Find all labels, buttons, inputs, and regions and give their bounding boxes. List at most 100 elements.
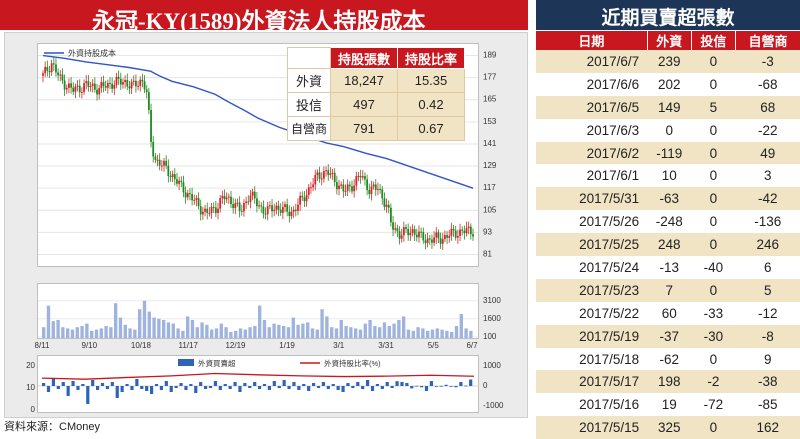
candle-body (420, 231, 423, 233)
candle-body (135, 80, 137, 87)
volume-bar (85, 323, 89, 338)
candle-body (240, 210, 243, 212)
candle-body (232, 204, 235, 209)
candle-body (299, 195, 302, 205)
trade-cell-date: 2017/5/22 (536, 301, 648, 325)
candle-body (340, 184, 343, 186)
candle-body (169, 176, 172, 178)
net-bar (341, 386, 345, 392)
trade-cell-dealer: -136 (735, 210, 800, 234)
candle-body (152, 141, 155, 157)
net-bar (390, 386, 394, 388)
volume-bar (214, 328, 219, 338)
candle-body (456, 236, 459, 238)
candle-body (234, 203, 237, 209)
net-bar (366, 380, 370, 386)
trade-cell-date: 2017/5/18 (536, 347, 648, 371)
candle-body (342, 184, 345, 192)
candle-body (355, 176, 358, 186)
volume-bar (435, 328, 439, 338)
candle-body (206, 208, 209, 214)
candle-body (377, 189, 379, 191)
trade-cell-trust: 0 (691, 210, 736, 234)
net-bar (91, 380, 95, 386)
net-bar (51, 378, 56, 386)
candle-body (180, 180, 183, 183)
trade-row: 2017/5/25 248 0 246 (536, 233, 800, 257)
volume-bar (176, 328, 180, 338)
holdings-row: 自營商 791 0.67 (287, 116, 465, 141)
candle-body (137, 85, 139, 87)
net-bar (454, 386, 458, 388)
volume-bar (147, 311, 151, 338)
trade-cell-foreign: 149 (647, 95, 692, 119)
price-tick-label: 177 (483, 73, 497, 82)
candle-body (236, 202, 239, 204)
net-bar (449, 386, 453, 387)
volume-bar (315, 329, 319, 338)
candle-body (191, 194, 193, 201)
net-bar (110, 382, 114, 386)
candle-body (351, 186, 353, 192)
volume-bar (142, 300, 147, 338)
candle-body (435, 232, 438, 238)
net-bar (469, 379, 473, 386)
holdings-ratio: 0.67 (397, 116, 465, 141)
net-bar (238, 386, 242, 392)
volume-bar (42, 327, 46, 338)
net-bar (66, 386, 70, 396)
volume-bar (368, 320, 372, 338)
net-bar (258, 386, 262, 389)
date-tick-label: 10/18 (131, 341, 152, 350)
net-bar (464, 385, 468, 387)
candle-body (158, 159, 161, 166)
net-bar (316, 386, 321, 388)
candle-body (139, 79, 142, 86)
candle-body (156, 159, 159, 161)
candle-body (197, 198, 200, 207)
candle-body (268, 205, 271, 207)
candle-body (284, 204, 286, 207)
candle-body (407, 228, 410, 236)
candle-body (124, 80, 127, 83)
trade-cell-trust: -40 (691, 256, 736, 279)
candle-body (431, 239, 433, 243)
trade-cell-trust: -30 (691, 324, 736, 348)
candle-body (381, 189, 384, 199)
trade-cell-date: 2017/5/26 (536, 210, 648, 234)
candle-body (424, 240, 427, 243)
holdings-label: 投信 (287, 92, 331, 117)
net-bar (459, 382, 463, 386)
candle-body (463, 230, 466, 234)
holdings-shares: 791 (330, 116, 398, 141)
candle-body (314, 175, 317, 185)
date-tick-label: 6/7 (466, 341, 478, 350)
candle-body (128, 86, 131, 89)
candle-body (165, 160, 168, 166)
volume-bar (152, 317, 156, 338)
source-note: 資料來源：CMoney (4, 421, 100, 433)
candle-body (258, 205, 260, 207)
net-bar (424, 386, 429, 391)
trade-header-date: 日期 (536, 31, 648, 50)
holdings-row: 外資 18,247 15.35 (287, 68, 465, 93)
net-bar (415, 385, 419, 387)
volume-bar (190, 320, 195, 338)
trade-row: 2017/5/18 -62 0 9 (536, 347, 800, 371)
candle-body (472, 234, 474, 237)
candle-body (147, 92, 150, 111)
volume-bar (272, 323, 276, 338)
volume-bar (411, 330, 415, 338)
candle-body (320, 178, 323, 180)
volume-bar (195, 327, 199, 338)
candle-body (290, 211, 293, 217)
candle-body (307, 187, 310, 195)
volume-bar (382, 322, 387, 338)
candle-body (411, 229, 414, 233)
candle-body (63, 80, 66, 90)
candle-body (199, 206, 202, 215)
candle-body (98, 88, 101, 95)
candle-body (387, 204, 390, 208)
trade-cell-trust: 0 (691, 118, 736, 142)
holdings-label: 自營商 (287, 116, 331, 141)
